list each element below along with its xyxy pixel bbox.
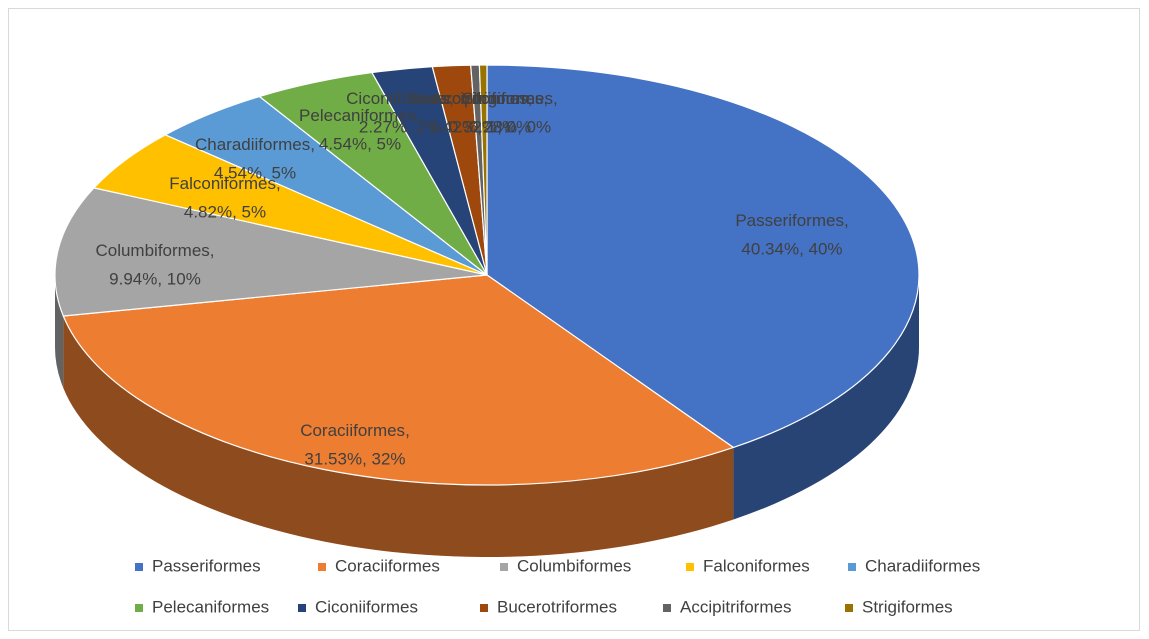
data-label-name: Accipitriformes — [432, 89, 543, 108]
data-label-sep: , — [844, 211, 849, 230]
data-label-name: Ciconiiformes — [346, 89, 449, 108]
legend-marker — [500, 563, 508, 571]
data-label-value: 4.54%, 5% — [214, 163, 296, 182]
slice-side-shade — [733, 275, 919, 520]
data-label-value: 0.32%, 0% — [449, 117, 531, 136]
data-label-value: 31.53%, 32% — [304, 449, 405, 468]
data-label-name: Pelecaniformes — [299, 106, 416, 125]
data-label-value: 4.82%, 5% — [184, 202, 266, 221]
legend-marker — [663, 604, 671, 612]
legend-entry: Strigiformes — [862, 597, 953, 616]
data-label-name: Falconiformes — [169, 174, 276, 193]
legend-entry: Ciconiiformes — [315, 597, 418, 616]
slice — [486, 64, 920, 449]
data-label-name: Strigiformes — [462, 89, 553, 108]
data-label-name: Charadiiformes — [195, 135, 310, 154]
data-label: Bucerotriformes, — [408, 89, 533, 108]
legend-marker — [480, 604, 488, 612]
legend-entry: Accipitriformes — [680, 597, 791, 616]
data-label-sep: , — [528, 89, 533, 108]
data-label: Charadiiformes, — [195, 135, 315, 154]
data-label-sep: , — [210, 241, 215, 260]
legend-marker — [135, 563, 143, 571]
slice — [54, 187, 488, 317]
data-label-sep: , — [310, 135, 315, 154]
legend-entry: Coraciiformes — [335, 556, 440, 575]
data-label-name: Bucerotriformes — [408, 89, 528, 108]
legend-entry: Pelecaniformes — [152, 597, 269, 616]
data-label-name: Passeriformes — [735, 211, 844, 230]
data-label-sep: , — [276, 174, 281, 193]
data-label-value: 4.54%, 5% — [319, 134, 401, 153]
data-label: Falconiformes, — [169, 174, 281, 193]
data-label: Columbiformes, — [95, 241, 214, 260]
data-label: Accipitriformes, — [432, 89, 548, 108]
data-label-value: 9.94%, 10% — [109, 269, 201, 288]
data-label-sep: , — [449, 89, 454, 108]
data-label-value: 1.42%, 1% — [429, 117, 511, 136]
data-label-value: 2.27%, 2% — [359, 117, 441, 136]
legend-marker — [845, 604, 853, 612]
data-label-sep: , — [543, 89, 548, 108]
legend-marker — [686, 563, 694, 571]
legend-marker — [318, 563, 326, 571]
data-label: Ciconiiformes, — [346, 89, 454, 108]
slice-side — [55, 275, 64, 389]
slice-side — [733, 275, 919, 520]
slice-side-shade — [63, 316, 734, 557]
slice — [478, 64, 488, 276]
data-label-name: Coraciiformes — [300, 421, 405, 440]
legend-entry: Bucerotriformes — [497, 597, 617, 616]
slice-side-shade — [55, 275, 64, 389]
data-label: Strigiformes, — [462, 89, 557, 108]
legend-marker — [848, 563, 856, 571]
legend-marker — [298, 604, 306, 612]
legend-marker — [135, 604, 143, 612]
data-label-value: 40.34%, 40% — [741, 239, 842, 258]
data-label: Passeriformes, — [735, 211, 848, 230]
legend-entry: Charadiiformes — [865, 556, 980, 575]
data-label-sep: , — [553, 89, 558, 108]
legend-entry: Falconiformes — [703, 556, 810, 575]
legend-entry: Passeriformes — [152, 556, 261, 575]
data-label-value: 0.28%, 0% — [469, 117, 551, 136]
data-label-sep: , — [416, 106, 421, 125]
slice-side — [63, 316, 734, 557]
data-label: Coraciiformes, — [300, 421, 410, 440]
legend-entry: Columbiformes — [517, 556, 631, 575]
slice — [62, 274, 735, 486]
data-label: Pelecaniformes, — [299, 106, 421, 125]
data-label-name: Columbiformes — [95, 241, 209, 260]
data-label-sep: , — [405, 421, 410, 440]
